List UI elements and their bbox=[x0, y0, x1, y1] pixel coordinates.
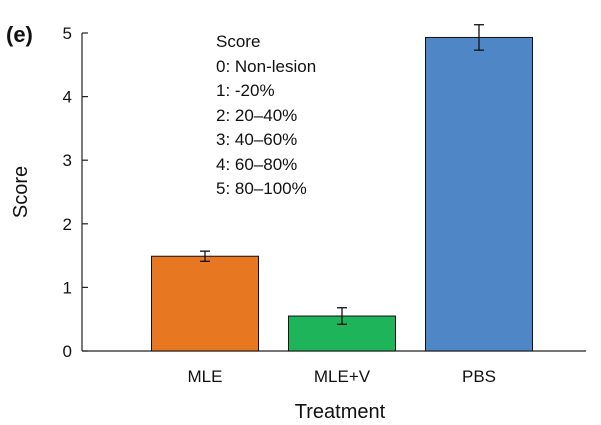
legend-line: 0: Non-lesion bbox=[216, 56, 317, 76]
x-tick-label: MLE bbox=[188, 367, 223, 386]
y-tick-label: 0 bbox=[63, 342, 72, 361]
x-axis-title: Treatment bbox=[295, 401, 386, 423]
y-tick-label: 2 bbox=[63, 215, 72, 234]
bar-pbs bbox=[425, 36, 533, 352]
panel-label: (e) bbox=[6, 22, 33, 47]
legend-line: 3: 40–60% bbox=[216, 130, 298, 149]
x-tick-label: PBS bbox=[462, 367, 496, 386]
y-axis-title: Score bbox=[10, 166, 32, 218]
score-legend: Score 0: Non-lesion 1: -20% 2: 20–40% 3:… bbox=[216, 30, 316, 202]
legend-line: 5: 80–100% bbox=[216, 179, 307, 198]
legend-line: 4: 60–80% bbox=[216, 154, 298, 174]
y-tick-label: 1 bbox=[63, 278, 72, 297]
legend-line: 2: 20–40% bbox=[216, 105, 298, 125]
y-tick-label: 4 bbox=[63, 88, 72, 107]
bar-mle bbox=[151, 255, 259, 352]
x-tick-label: MLE+V bbox=[314, 367, 371, 386]
y-tick-label: 5 bbox=[63, 24, 72, 43]
y-tick-label: 3 bbox=[63, 151, 72, 170]
legend-line: 1: -20% bbox=[216, 81, 275, 100]
legend-title: Score bbox=[216, 32, 261, 51]
